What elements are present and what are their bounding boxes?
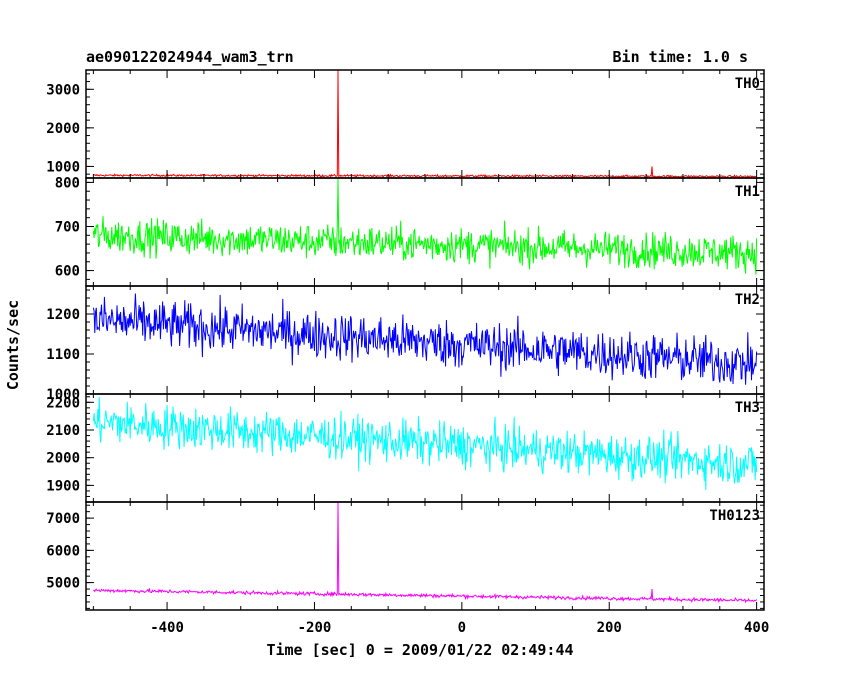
y-tick-label: 2000	[46, 121, 80, 137]
x-tick-label: -400	[150, 620, 184, 636]
panel-label-th1: TH1	[735, 184, 760, 200]
y-tick-label: 800	[55, 175, 80, 191]
series-line-th0	[93, 70, 757, 179]
series-line-th2	[92, 293, 758, 385]
panel-label-th2: TH2	[735, 292, 760, 308]
y-tick-label: 6000	[46, 543, 80, 559]
y-tick-label: 2100	[46, 423, 80, 439]
y-tick-label: 1200	[46, 307, 80, 323]
x-tick-label: 200	[597, 620, 622, 636]
y-tick-label: 600	[55, 264, 80, 280]
y-axis-label: Counts/sec	[4, 300, 22, 390]
series-line-th1	[92, 178, 758, 275]
chart-title: ae090122024944_wam3_trn	[86, 48, 294, 66]
panel-frame-th0	[85, 69, 765, 179]
panel-frame-th3	[85, 393, 765, 503]
y-tick-label: 1100	[46, 347, 80, 363]
y-tick-label: 1900	[46, 478, 80, 494]
x-axis-label: Time [sec] 0 = 2009/01/22 02:49:44	[266, 641, 573, 659]
y-tick-label: 700	[55, 219, 80, 235]
y-tick-label: 5000	[46, 576, 80, 592]
y-tick-label: 7000	[46, 511, 80, 527]
y-tick-label: 2200	[46, 395, 80, 411]
x-tick-label: 400	[744, 620, 769, 636]
panel-frame-th1	[85, 177, 765, 287]
y-tick-label: 3000	[46, 82, 80, 98]
y-tick-label: 1000	[46, 159, 80, 175]
panel-frame-th0123	[85, 501, 765, 611]
x-tick-label: -200	[298, 620, 332, 636]
y-tick-label: 2000	[46, 451, 80, 467]
y-tick-label: 1000	[46, 387, 80, 403]
panel-label-th0: TH0	[735, 76, 760, 92]
panel-label-th0123: TH0123	[709, 508, 760, 524]
x-tick-label: 0	[458, 620, 466, 636]
bin-time-label: Bin time: 1.0 s	[613, 48, 748, 66]
series-line-th3	[92, 396, 758, 491]
series-line-th0123	[93, 502, 758, 604]
panel-label-th3: TH3	[735, 400, 760, 416]
